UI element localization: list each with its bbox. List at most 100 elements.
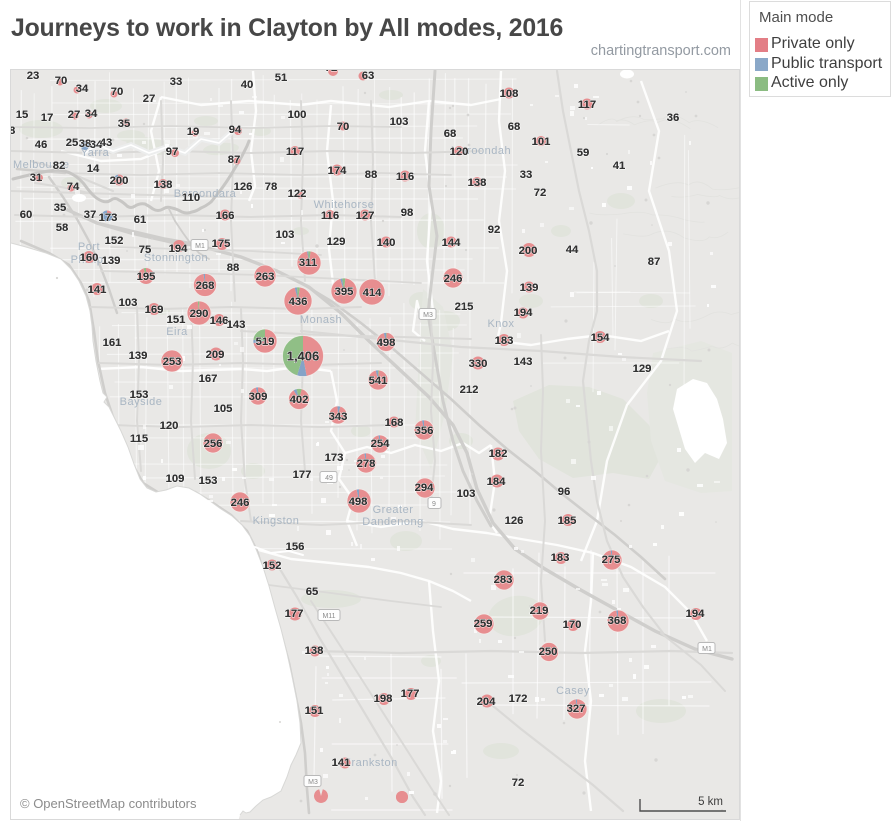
svg-text:63: 63 [362,70,375,82]
svg-text:395: 395 [335,286,354,298]
svg-text:173: 173 [325,452,344,464]
svg-text:153: 153 [199,475,218,487]
svg-text:70: 70 [337,121,350,133]
svg-text:268: 268 [196,280,215,292]
svg-text:59: 59 [577,147,590,159]
svg-text:19: 19 [187,126,200,138]
svg-text:212: 212 [460,384,479,396]
svg-text:110: 110 [182,192,200,204]
svg-text:254: 254 [371,438,391,450]
svg-text:283: 283 [494,574,513,586]
svg-text:194: 194 [686,608,706,620]
svg-text:27: 27 [143,93,156,105]
svg-text:414: 414 [363,287,383,299]
svg-text:268: 268 [196,280,215,292]
svg-text:98: 98 [401,207,414,219]
svg-text:309: 309 [249,391,268,403]
svg-text:139: 139 [102,255,121,267]
svg-text:200: 200 [519,245,538,257]
svg-text:246: 246 [231,497,250,509]
svg-text:37: 37 [84,209,97,221]
svg-text:122: 122 [288,188,307,200]
svg-text:519: 519 [256,336,275,348]
svg-text:17: 17 [41,112,54,124]
svg-text:94: 94 [229,124,242,136]
svg-text:182: 182 [489,448,508,460]
svg-text:250: 250 [539,646,558,658]
svg-text:254: 254 [371,438,391,450]
svg-text:103: 103 [119,297,138,309]
svg-text:120: 120 [450,146,469,158]
svg-text:1,406: 1,406 [287,349,320,364]
svg-text:129: 129 [633,363,652,375]
svg-text:294: 294 [415,482,435,494]
svg-text:34: 34 [76,83,89,95]
svg-text:139: 139 [520,282,539,294]
svg-text:46: 46 [35,139,48,151]
svg-text:139: 139 [102,255,121,267]
svg-text:173: 173 [325,452,344,464]
svg-text:33: 33 [520,169,533,181]
svg-text:169: 169 [145,304,164,316]
svg-text:138: 138 [468,177,487,189]
svg-text:98: 98 [401,207,414,219]
svg-text:58: 58 [56,222,69,234]
svg-text:368: 368 [608,615,627,627]
svg-text:246: 246 [231,497,250,509]
svg-text:184: 184 [487,476,507,488]
svg-text:31: 31 [30,172,43,184]
svg-text:161: 161 [103,337,122,349]
svg-text:183: 183 [551,552,570,564]
svg-text:34: 34 [76,83,89,95]
svg-text:38: 38 [11,125,15,137]
svg-text:330: 330 [469,358,488,370]
svg-text:36: 36 [667,112,680,124]
svg-text:498: 498 [377,337,396,349]
svg-text:138: 138 [305,645,324,657]
svg-text:44: 44 [566,244,579,256]
svg-text:343: 343 [329,411,348,423]
svg-text:82: 82 [53,160,66,172]
svg-text:395: 395 [335,286,354,298]
svg-text:33: 33 [520,169,533,181]
svg-text:70: 70 [55,75,68,87]
svg-text:65: 65 [306,586,319,598]
svg-text:156: 156 [286,541,305,553]
svg-text:141: 141 [332,757,351,769]
svg-text:275: 275 [602,554,621,566]
svg-text:44: 44 [566,244,579,256]
svg-text:23: 23 [27,70,40,82]
svg-text:9: 9 [432,501,436,508]
svg-text:169: 169 [145,304,164,316]
svg-text:68: 68 [444,128,457,140]
svg-text:278: 278 [357,458,376,470]
svg-text:129: 129 [633,363,652,375]
svg-text:185: 185 [558,515,577,527]
svg-text:160: 160 [80,252,99,264]
svg-text:139: 139 [520,282,539,294]
svg-text:Eira: Eira [166,326,188,338]
svg-text:60: 60 [20,209,33,221]
svg-text:144: 144 [442,237,462,249]
svg-text:105: 105 [214,403,233,415]
svg-text:37: 37 [84,209,97,221]
svg-text:436: 436 [289,296,308,308]
svg-text:Dandenong: Dandenong [362,516,423,528]
svg-text:15: 15 [16,109,29,121]
svg-text:168: 168 [385,417,404,429]
svg-text:126: 126 [505,515,524,527]
svg-text:117: 117 [578,99,596,111]
svg-text:151: 151 [167,314,186,326]
svg-text:72: 72 [534,187,547,199]
svg-text:72: 72 [325,70,338,74]
svg-text:138: 138 [154,179,173,191]
svg-text:72: 72 [512,777,525,789]
svg-text:14: 14 [87,163,100,175]
svg-text:Greater: Greater [373,504,414,516]
svg-text:183: 183 [495,335,514,347]
svg-text:116: 116 [321,210,339,222]
svg-text:68: 68 [508,121,521,133]
svg-text:327: 327 [567,703,586,715]
svg-text:92: 92 [488,224,501,236]
svg-text:151: 151 [305,705,324,717]
